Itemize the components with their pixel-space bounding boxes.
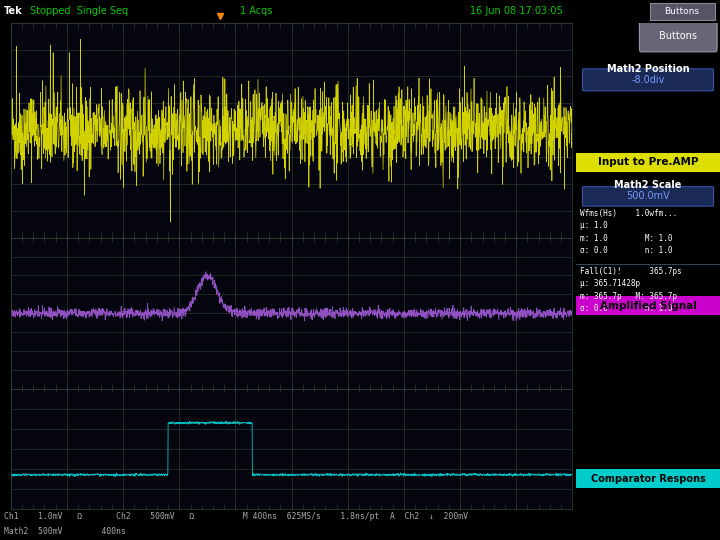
Text: Ch1    1.0mV   Ω       Ch2    500mV   Ω          M 400ns  625MS/s    1.8ns/pt: Ch1 1.0mV Ω Ch2 500mV Ω M 400ns 625MS/s …	[4, 512, 379, 521]
Bar	[576, 469, 720, 488]
Text: Amplified Signal: Amplified Signal	[600, 301, 696, 310]
Text: Comparator Respons: Comparator Respons	[590, 474, 706, 484]
FancyBboxPatch shape	[639, 21, 717, 52]
Text: Math2 Scale: Math2 Scale	[614, 180, 682, 190]
Text: Buttons: Buttons	[660, 31, 697, 41]
Text: 1 Acqs: 1 Acqs	[240, 6, 272, 16]
Text: Buttons: Buttons	[665, 7, 700, 16]
Text: Fall(C1)!      365.7ps
μ: 365.71428p
m: 365.7p   M: 365.7p
σ: 0.0        n: 1.0: Fall(C1)! 365.7ps μ: 365.71428p m: 365.7…	[580, 267, 682, 313]
Text: Wfms(Hs)    1.0wfm...
μ: 1.0
m: 1.0        M: 1.0
σ: 0.0        n: 1.0: Wfms(Hs) 1.0wfm... μ: 1.0 m: 1.0 M: 1.0 …	[580, 208, 678, 255]
Text: Math2  500mV        400ns: Math2 500mV 400ns	[4, 528, 126, 536]
Text: A  Ch2  ↓  200mV: A Ch2 ↓ 200mV	[390, 512, 468, 521]
Text: Stopped  Single Seq: Stopped Single Seq	[30, 6, 128, 16]
Text: Tek: Tek	[4, 6, 23, 16]
Text: 500.0mV: 500.0mV	[626, 191, 670, 201]
Bar	[576, 296, 720, 315]
FancyBboxPatch shape	[582, 69, 714, 91]
Bar	[650, 3, 715, 19]
FancyBboxPatch shape	[582, 187, 714, 206]
Bar	[576, 153, 720, 172]
Text: Input to Pre.AMP: Input to Pre.AMP	[598, 157, 698, 167]
Text: Math2 Position: Math2 Position	[607, 64, 689, 74]
Text: -8.0div: -8.0div	[631, 75, 665, 85]
Text: 16 Jun 08 17:03:05: 16 Jun 08 17:03:05	[470, 6, 563, 16]
